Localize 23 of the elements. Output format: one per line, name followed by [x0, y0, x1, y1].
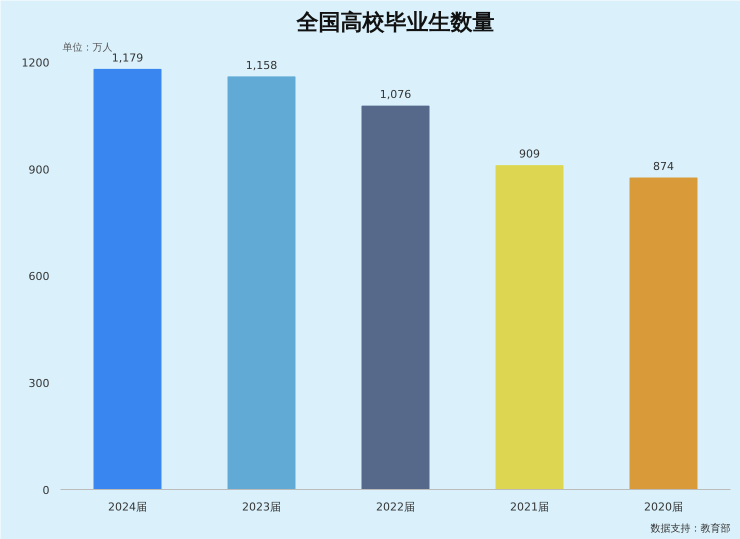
- x-tick-label: 2021届: [510, 500, 550, 514]
- x-tick-label: 2022届: [376, 500, 416, 514]
- bar: [362, 106, 430, 490]
- data-label: 909: [519, 148, 540, 161]
- bar: [496, 165, 564, 490]
- y-tick-label: 600: [28, 270, 50, 284]
- data-label: 1,158: [246, 58, 278, 72]
- y-tick-label: 900: [28, 163, 50, 176]
- data-label: 1,179: [112, 51, 144, 64]
- data-label: 1,076: [380, 88, 412, 102]
- x-tick-label: 2023届: [242, 500, 282, 514]
- y-axis-title: 单位：万人: [62, 42, 112, 54]
- y-tick-label: 1200: [22, 56, 50, 70]
- bar: [228, 76, 296, 490]
- y-tick-label: 300: [28, 377, 50, 390]
- bar: [630, 178, 698, 490]
- text: 数据支持：教育部: [650, 522, 730, 534]
- y-tick-label: 0: [42, 484, 50, 497]
- x-tick-label: 2024届: [108, 500, 148, 514]
- bar: [94, 68, 162, 490]
- data-label: 874: [653, 160, 674, 174]
- x-tick-label: 2020届: [644, 500, 684, 514]
- chart-title: 全国高校毕业生数量: [296, 10, 494, 36]
